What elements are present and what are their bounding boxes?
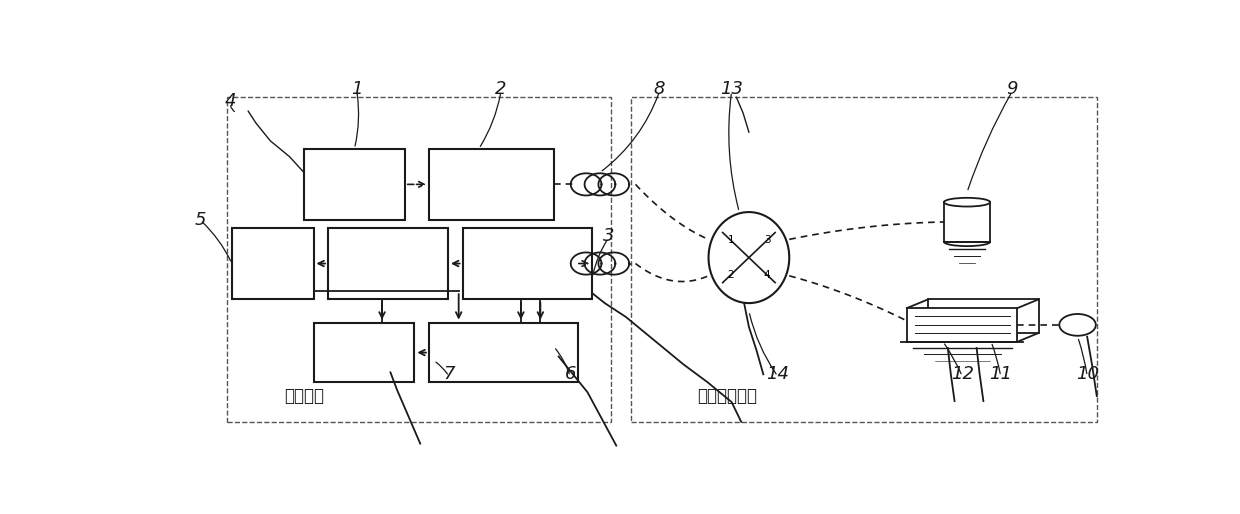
Text: 8: 8 [653, 80, 666, 98]
Text: 9: 9 [1007, 80, 1018, 98]
Text: 4: 4 [224, 92, 236, 111]
Text: 13: 13 [720, 80, 743, 98]
Ellipse shape [944, 198, 990, 207]
Text: 3: 3 [764, 235, 770, 245]
Bar [944, 202, 990, 242]
Text: 4: 4 [764, 270, 770, 280]
Text: 3: 3 [603, 227, 614, 245]
Bar [429, 323, 578, 382]
Text: 14: 14 [766, 365, 789, 383]
Bar [327, 228, 448, 299]
Text: 5: 5 [195, 211, 206, 229]
Ellipse shape [708, 212, 790, 303]
Text: 安全场所: 安全场所 [284, 387, 324, 405]
Text: 1: 1 [351, 80, 362, 98]
Text: 6: 6 [564, 365, 575, 383]
Bar [631, 97, 1096, 422]
Text: 10: 10 [1075, 365, 1099, 383]
Text: 2: 2 [495, 80, 507, 98]
Bar [429, 149, 554, 220]
Text: 11: 11 [990, 365, 1012, 383]
Bar [304, 149, 405, 220]
Text: 12: 12 [951, 365, 973, 383]
Bar [463, 228, 593, 299]
Text: 2: 2 [728, 270, 734, 280]
Ellipse shape [1059, 314, 1096, 336]
Bar [314, 323, 414, 382]
Text: 1: 1 [728, 235, 734, 245]
Bar [227, 97, 611, 422]
Bar [232, 228, 314, 299]
Text: 远程测量现场: 远程测量现场 [697, 387, 756, 405]
Bar [906, 308, 1018, 342]
Bar [928, 299, 1039, 333]
Text: 7: 7 [444, 365, 455, 383]
